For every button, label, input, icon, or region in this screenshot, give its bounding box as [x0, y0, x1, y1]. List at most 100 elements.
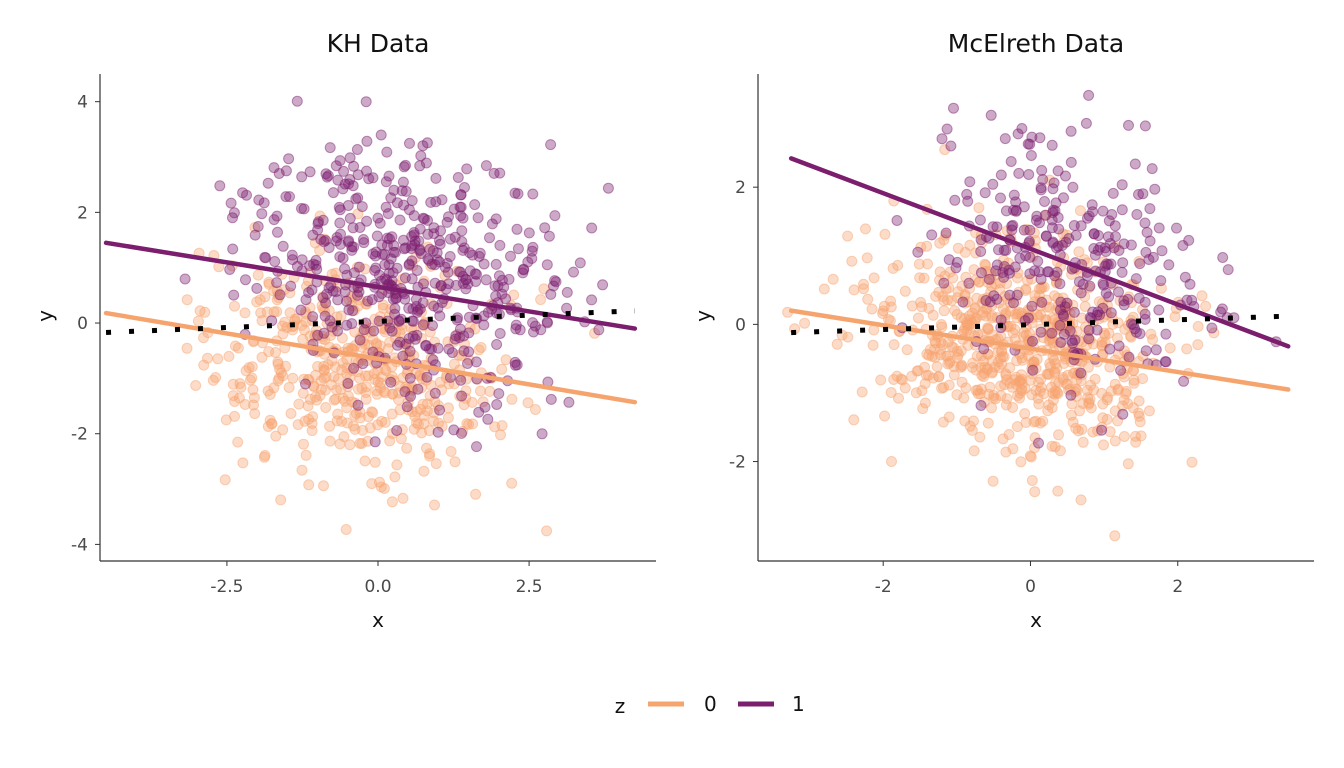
data-point: [368, 368, 380, 380]
data-point: [975, 234, 987, 246]
data-point: [1111, 332, 1123, 344]
data-point: [1004, 377, 1016, 389]
data-point: [299, 306, 311, 318]
data-point: [896, 374, 908, 386]
data-point: [386, 496, 398, 508]
data-point: [977, 307, 989, 318]
data-point: [568, 266, 579, 278]
data-point: [429, 277, 441, 289]
data-point: [473, 251, 485, 262]
data-point: [1033, 437, 1044, 449]
data-point: [944, 355, 956, 367]
data-point: [1103, 215, 1115, 227]
data-point: [408, 227, 420, 238]
data-point: [407, 384, 418, 396]
data-point: [398, 234, 409, 246]
data-point: [272, 288, 284, 300]
data-point: [1109, 220, 1121, 232]
data-point: [425, 379, 437, 391]
data-point: [1097, 398, 1109, 410]
data-point: [1022, 304, 1034, 316]
data-point: [1084, 280, 1096, 292]
data-point: [303, 413, 315, 425]
data-point: [490, 213, 502, 225]
data-point: [1029, 333, 1041, 345]
data-point: [360, 298, 372, 310]
data-point: [341, 362, 353, 374]
data-point: [496, 274, 508, 286]
data-point: [344, 439, 356, 451]
data-point: [1051, 304, 1063, 316]
data-point: [412, 304, 424, 316]
data-point: [1033, 290, 1045, 302]
data-point: [1035, 309, 1047, 321]
data-point: [933, 370, 945, 382]
data-point: [246, 372, 258, 384]
data-point: [416, 332, 427, 344]
data-point: [522, 256, 534, 268]
data-point: [1179, 271, 1191, 283]
data-point: [256, 208, 268, 220]
data-point: [249, 408, 261, 420]
fit-line-z0: [103, 310, 638, 405]
data-point: [1029, 265, 1041, 277]
data-point: [270, 347, 281, 358]
data-point: [1060, 236, 1072, 248]
data-point: [940, 283, 952, 295]
data-point: [365, 326, 376, 338]
data-point: [1103, 327, 1115, 339]
data-point: [454, 201, 466, 213]
data-point: [259, 291, 271, 303]
data-point: [1143, 254, 1155, 265]
data-point: [998, 351, 1010, 363]
data-point: [1109, 435, 1121, 447]
data-point: [239, 307, 251, 319]
data-point: [994, 277, 1006, 289]
data-point: [938, 305, 950, 317]
data-point: [993, 297, 1005, 309]
data-point: [408, 229, 420, 241]
data-point: [1067, 337, 1079, 349]
data-point: [1046, 402, 1058, 414]
data-point: [1130, 436, 1142, 448]
data-point: [398, 161, 410, 173]
data-point: [460, 274, 472, 286]
data-point: [1083, 324, 1095, 336]
data-point: [986, 366, 998, 378]
data-point: [935, 343, 946, 355]
data-point: [434, 282, 446, 293]
data-point: [422, 241, 434, 253]
data-point: [317, 291, 329, 303]
data-point: [356, 438, 368, 449]
data-point: [472, 212, 484, 224]
data-point: [328, 371, 340, 383]
data-point: [1080, 321, 1092, 333]
data-point: [1130, 430, 1141, 442]
data-point: [359, 338, 371, 350]
data-point: [336, 364, 348, 376]
data-point: [982, 324, 994, 335]
data-point: [403, 302, 415, 314]
data-point: [291, 95, 303, 107]
data-point: [1066, 328, 1078, 340]
data-point: [1105, 258, 1117, 270]
data-point: [455, 374, 467, 386]
data-point: [969, 303, 981, 315]
data-point: [1025, 451, 1037, 463]
data-point: [223, 350, 235, 362]
data-point: [354, 406, 366, 418]
data-point: [444, 251, 456, 262]
data-point: [858, 278, 869, 290]
data-point: [943, 411, 955, 423]
data-point: [477, 396, 489, 408]
data-point: [1171, 222, 1182, 234]
data-point: [1083, 282, 1095, 294]
data-point: [1099, 337, 1111, 348]
data-point: [1003, 257, 1014, 269]
data-point: [354, 222, 366, 233]
data-point: [1011, 355, 1023, 367]
data-point: [284, 307, 296, 319]
data-point: [375, 481, 387, 493]
data-point: [1008, 374, 1020, 386]
data-point: [1016, 378, 1028, 390]
